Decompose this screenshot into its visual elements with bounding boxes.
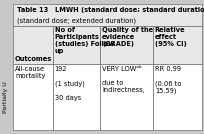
Bar bbox=[13, 64, 53, 130]
Bar bbox=[53, 64, 100, 130]
Text: (standard dose; extended duration): (standard dose; extended duration) bbox=[17, 17, 136, 24]
Text: 192

(1 study)

30 days: 192 (1 study) 30 days bbox=[55, 66, 85, 101]
Text: No of
Participants
(studies) Follow
up: No of Participants (studies) Follow up bbox=[55, 27, 114, 54]
Bar bbox=[53, 26, 100, 64]
Text: VERY LOWᵃᵇ

due to
indirectness,: VERY LOWᵃᵇ due to indirectness, bbox=[102, 66, 145, 94]
Text: All-cause
mortality: All-cause mortality bbox=[15, 66, 45, 79]
Text: Partially U: Partially U bbox=[3, 81, 8, 113]
Text: Table 13   LMWH (standard dose; standard duration) f: Table 13 LMWH (standard dose; standard d… bbox=[17, 7, 204, 13]
Text: Quality of the
evidence
(GRADE): Quality of the evidence (GRADE) bbox=[102, 27, 153, 47]
Bar bbox=[153, 64, 202, 130]
Bar bbox=[153, 26, 202, 64]
Bar bbox=[100, 26, 153, 64]
Bar bbox=[13, 26, 53, 64]
Text: Relative
effect
(95% CI): Relative effect (95% CI) bbox=[155, 27, 187, 47]
Bar bbox=[100, 64, 153, 130]
Text: RR 0.99

(0.06 to
15.59): RR 0.99 (0.06 to 15.59) bbox=[155, 66, 181, 94]
Bar bbox=[13, 4, 202, 26]
Text: Outcomes: Outcomes bbox=[15, 56, 52, 62]
